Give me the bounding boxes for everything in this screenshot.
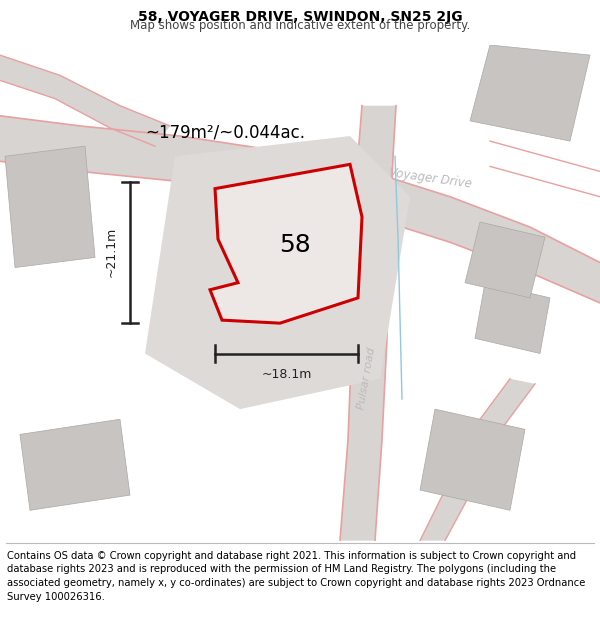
Polygon shape [210,164,362,323]
Polygon shape [20,419,130,510]
Text: 58: 58 [279,233,311,258]
Text: ~21.1m: ~21.1m [105,228,118,278]
Polygon shape [5,146,95,268]
Text: Voyager Drive: Voyager Drive [388,166,472,191]
Polygon shape [0,116,600,303]
Polygon shape [145,136,410,409]
Polygon shape [0,55,170,146]
Polygon shape [420,409,525,510]
Text: ~179m²/~0.044ac.: ~179m²/~0.044ac. [145,123,305,141]
Polygon shape [475,282,550,354]
Text: Pulsar road: Pulsar road [356,347,377,411]
Text: ~18.1m: ~18.1m [262,368,311,381]
Polygon shape [420,379,535,541]
Text: Contains OS data © Crown copyright and database right 2021. This information is : Contains OS data © Crown copyright and d… [7,551,586,601]
Polygon shape [465,222,545,298]
Polygon shape [340,106,396,541]
Text: Map shows position and indicative extent of the property.: Map shows position and indicative extent… [130,19,470,31]
Polygon shape [470,45,590,141]
Text: 58, VOYAGER DRIVE, SWINDON, SN25 2JG: 58, VOYAGER DRIVE, SWINDON, SN25 2JG [137,10,463,24]
